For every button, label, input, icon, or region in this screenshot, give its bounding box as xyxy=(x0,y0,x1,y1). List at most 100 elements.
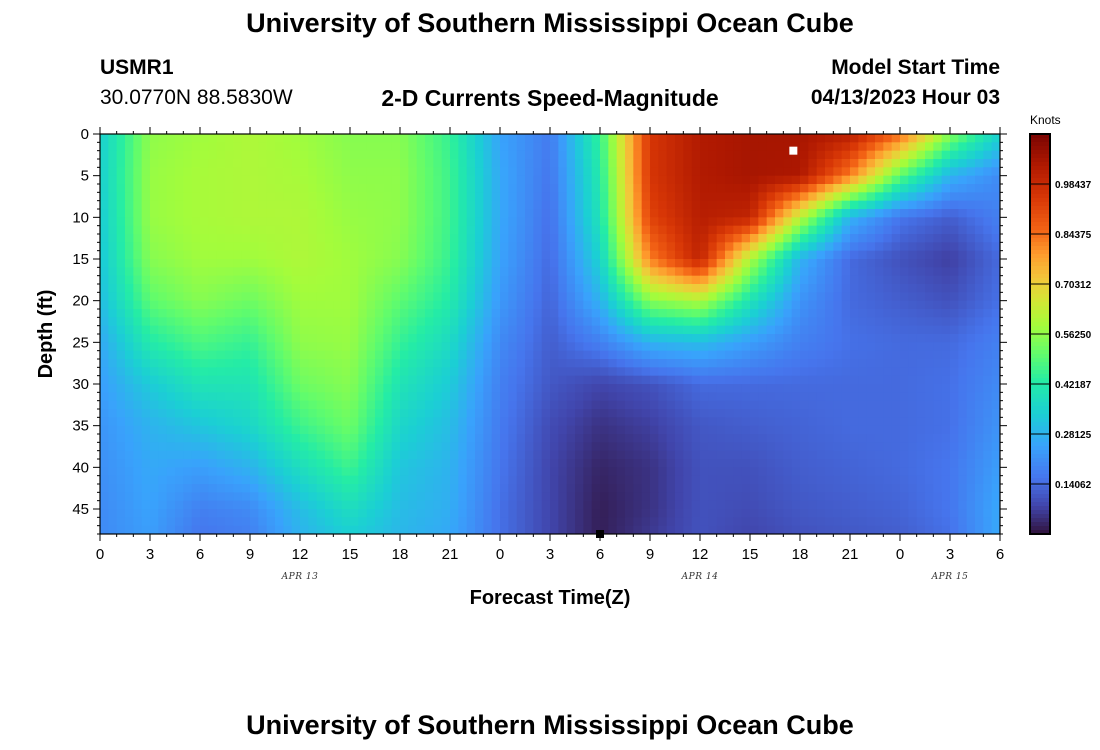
heatmap-cell xyxy=(116,350,126,360)
heatmap-cell xyxy=(691,275,701,285)
heatmap-cell xyxy=(816,275,826,285)
heatmap-cell xyxy=(966,184,976,193)
heatmap-cell xyxy=(658,392,668,402)
heatmap-cell xyxy=(158,484,168,493)
heatmap-cell xyxy=(416,342,426,352)
heatmap-cell xyxy=(266,334,276,343)
heatmap-cell xyxy=(933,317,943,327)
heatmap-cell xyxy=(808,450,818,460)
heatmap-cell xyxy=(808,400,818,410)
heatmap-cell xyxy=(525,375,534,385)
heatmap-cell xyxy=(816,484,826,493)
heatmap-cell xyxy=(616,184,626,193)
heatmap-cell xyxy=(825,325,834,335)
heatmap-cell xyxy=(941,342,951,352)
heatmap-cell xyxy=(508,342,518,352)
heatmap-cell xyxy=(216,500,226,510)
heatmap-cell xyxy=(741,192,751,202)
heatmap-cell xyxy=(250,309,259,318)
heatmap-cell xyxy=(166,450,176,460)
heatmap-cell xyxy=(908,225,918,235)
heatmap-cell xyxy=(600,492,609,502)
heatmap-cell xyxy=(216,425,226,435)
heatmap-cell xyxy=(983,150,993,160)
heatmap-cell xyxy=(716,475,726,485)
heatmap-cell xyxy=(166,159,176,168)
heatmap-cell xyxy=(408,234,418,243)
heatmap-cell xyxy=(975,267,984,277)
heatmap-cell xyxy=(316,309,326,318)
heatmap-cell xyxy=(991,317,1001,327)
heatmap-cell xyxy=(333,159,343,168)
heatmap-cell xyxy=(991,425,1001,435)
heatmap-cell xyxy=(141,500,151,510)
heatmap-cell xyxy=(550,367,559,377)
heatmap-cell xyxy=(483,175,493,185)
heatmap-cell xyxy=(966,309,976,318)
heatmap-cell xyxy=(783,392,793,402)
heatmap-cell xyxy=(491,250,501,260)
heatmap-cell xyxy=(533,217,543,227)
heatmap-cell xyxy=(958,350,968,360)
heatmap-cell xyxy=(683,300,693,310)
heatmap-cell xyxy=(600,392,609,402)
heatmap-cell xyxy=(908,292,918,302)
heatmap-cell xyxy=(950,209,959,218)
heatmap-cell xyxy=(275,267,284,277)
heatmap-cell xyxy=(191,467,201,477)
heatmap-cell xyxy=(225,167,234,177)
heatmap-cell xyxy=(141,225,151,235)
heatmap-cell xyxy=(483,375,493,385)
heatmap-cell xyxy=(658,434,668,443)
heatmap-cell xyxy=(766,300,776,310)
heatmap-cell xyxy=(975,250,984,260)
heatmap-cell xyxy=(491,167,501,177)
heatmap-cell xyxy=(275,459,284,468)
heatmap-cell xyxy=(766,175,776,185)
heatmap-cell xyxy=(958,384,968,393)
heatmap-cell xyxy=(791,509,801,518)
heatmap-cell xyxy=(750,509,759,518)
heatmap-cell xyxy=(841,425,851,435)
heatmap-cell xyxy=(425,434,434,443)
heatmap-cell xyxy=(125,325,134,335)
heatmap-cell xyxy=(883,267,893,277)
heatmap-cell xyxy=(683,459,693,468)
heatmap-cell xyxy=(491,459,501,468)
heatmap-cell xyxy=(358,250,368,260)
heatmap-cell xyxy=(141,217,151,227)
heatmap-cell xyxy=(925,267,934,277)
heatmap-cell xyxy=(608,284,618,293)
heatmap-cell xyxy=(150,459,159,468)
heatmap-cell xyxy=(391,159,401,168)
heatmap-cell xyxy=(850,417,859,427)
heatmap-cell xyxy=(225,275,234,285)
heatmap-cell xyxy=(716,492,726,502)
heatmap-cell xyxy=(341,475,351,485)
heatmap-cell xyxy=(816,309,826,318)
heatmap-cell xyxy=(158,375,168,385)
heatmap-cell xyxy=(116,384,126,393)
heatmap-cell xyxy=(116,325,126,335)
heatmap-cell xyxy=(600,342,609,352)
heatmap-cell xyxy=(533,284,543,293)
heatmap-cell xyxy=(200,209,209,218)
heatmap-cell xyxy=(325,409,334,418)
heatmap-cell xyxy=(983,234,993,243)
heatmap-cell xyxy=(691,359,701,368)
heatmap-cell xyxy=(133,517,143,527)
heatmap-cell xyxy=(383,442,393,452)
heatmap-cell xyxy=(775,375,784,385)
heatmap-cell xyxy=(125,400,134,410)
heatmap-cell xyxy=(416,275,426,285)
heatmap-cell xyxy=(141,300,151,310)
heatmap-cell xyxy=(658,167,668,177)
heatmap-cell xyxy=(391,400,401,410)
heatmap-cell xyxy=(433,342,443,352)
heatmap-cell xyxy=(350,159,359,168)
heatmap-cell xyxy=(833,492,843,502)
heatmap-cell xyxy=(108,142,118,152)
heatmap-cell xyxy=(850,284,859,293)
heatmap-cell xyxy=(850,225,859,235)
heatmap-cell xyxy=(758,250,768,260)
